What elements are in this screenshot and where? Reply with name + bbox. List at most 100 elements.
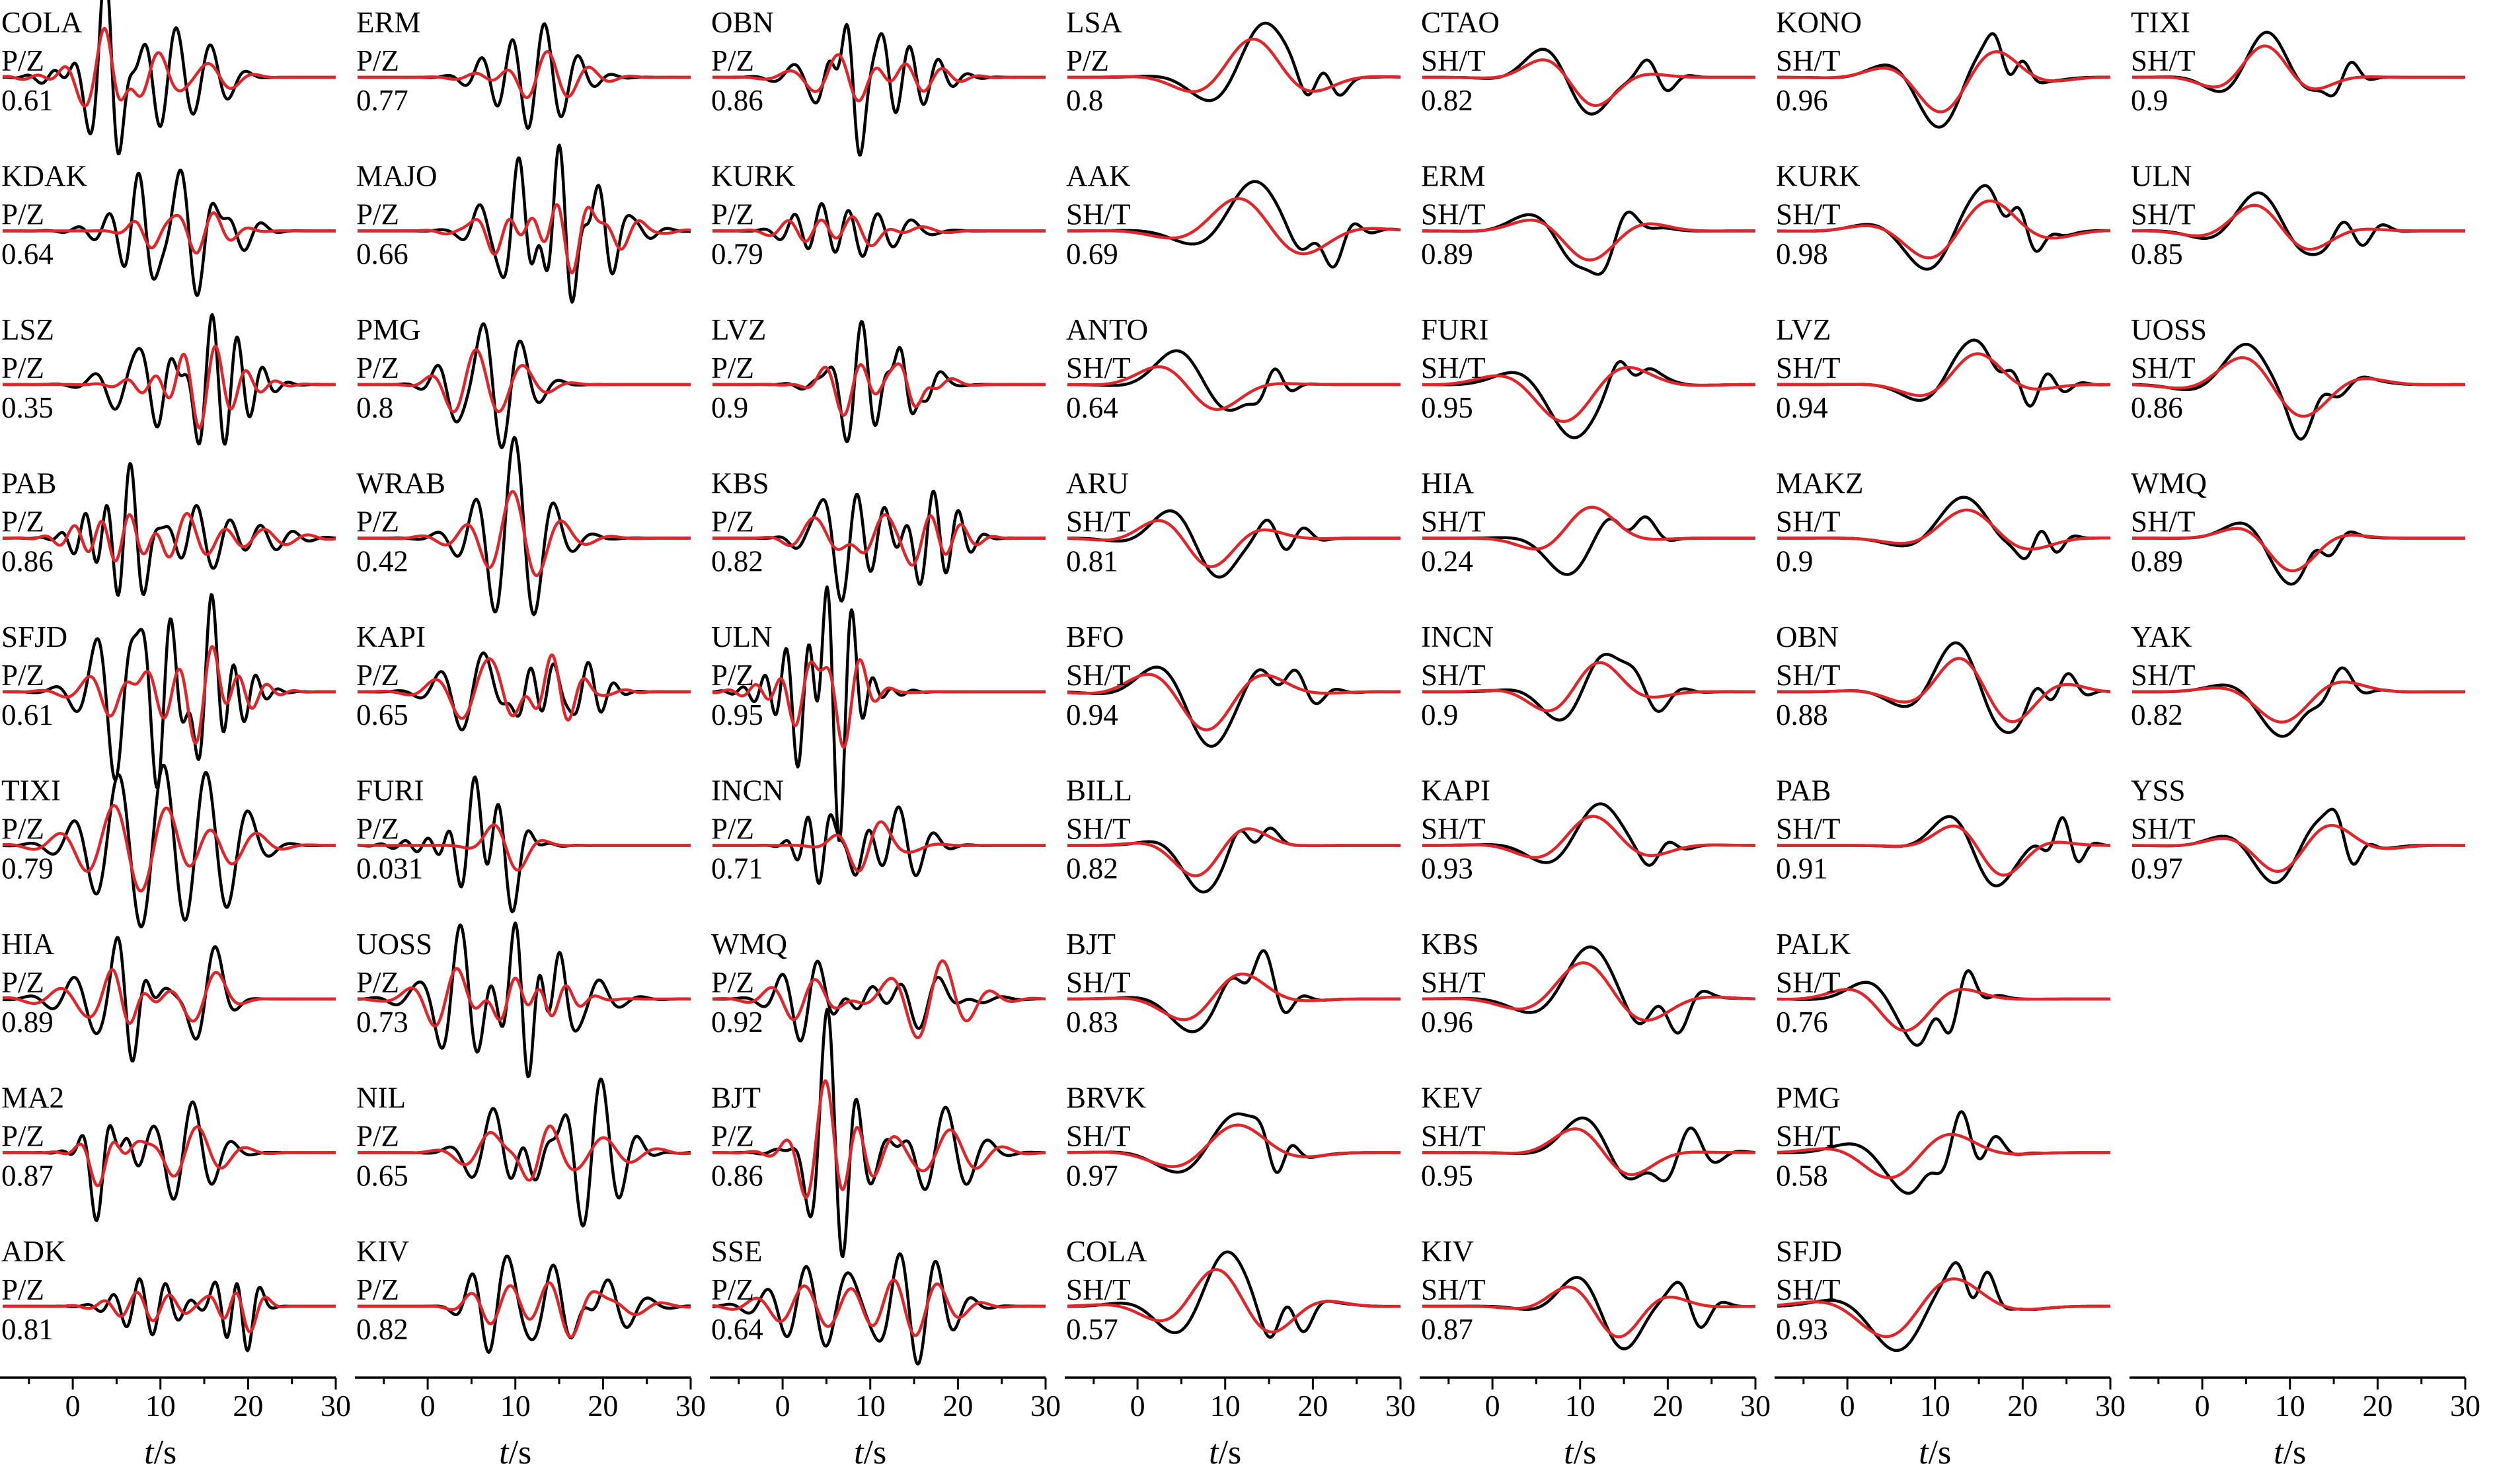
correlation-label: 0.69	[1066, 238, 1118, 271]
waveform-panel: ERM SH/T 0.89	[1421, 160, 1756, 276]
correlation-label: 0.66	[356, 238, 408, 271]
waveform-panel: YSS SH/T 0.97	[2131, 774, 2466, 885]
waveform-panel: ULN P/Z 0.95	[711, 585, 1046, 842]
correlation-label: 0.61	[1, 698, 54, 731]
component-label: SH/T	[1066, 352, 1131, 385]
waveform-panel: LVZ P/Z 0.9	[711, 313, 1046, 443]
station-label: LVZ	[1776, 313, 1831, 346]
station-label: MAKZ	[1776, 467, 1864, 500]
component-label: P/Z	[711, 813, 754, 846]
correlation-label: 0.35	[1, 391, 54, 424]
x-axis: 0 10 20 30 t/s	[1775, 1376, 2126, 1471]
synthetic-waveform	[2131, 680, 2466, 724]
waveform-panel: BJT P/Z 0.86	[711, 1008, 1046, 1259]
correlation-label: 0.65	[356, 698, 408, 731]
correlation-label: 0.97	[1066, 1160, 1118, 1193]
waveform-panel: ULN SH/T 0.85	[2131, 160, 2466, 271]
waveform-panel: WMQ P/Z 0.92	[711, 928, 1046, 1043]
x-tick-label: 20	[1297, 1389, 1328, 1423]
correlation-label: 0.76	[1776, 1006, 1828, 1039]
component-label: SH/T	[2131, 352, 2196, 385]
waveform-panel: MAJO P/Z 0.66	[356, 143, 691, 304]
station-label: ARU	[1066, 467, 1129, 500]
station-label: ADK	[1, 1235, 66, 1268]
x-axis: 0 10 20 30 t/s	[355, 1376, 706, 1471]
x-axis-label: t/s	[1209, 1434, 1241, 1471]
correlation-label: 0.42	[356, 545, 408, 578]
synthetic-waveform	[357, 1281, 691, 1339]
component-label: P/Z	[356, 505, 399, 538]
station-label: ERM	[1421, 160, 1486, 193]
station-label: TIXI	[1, 774, 61, 807]
waveform-panel: ANTO SH/T 0.64	[1066, 313, 1401, 424]
correlation-label: 0.94	[1066, 698, 1118, 731]
correlation-label: 0.86	[711, 1160, 763, 1193]
component-label: P/Z	[711, 198, 754, 231]
x-tick-label: 0	[2195, 1389, 2210, 1423]
waveform-panel: SFJD SH/T 0.93	[1776, 1235, 2111, 1353]
correlation-label: 0.86	[2131, 391, 2183, 424]
waveform-panel: KAPI SH/T 0.93	[1421, 774, 1756, 885]
station-label: ULN	[711, 620, 772, 653]
synthetic-waveform	[1777, 508, 2111, 551]
component-label: SH/T	[1066, 659, 1131, 692]
station-label: KIV	[1421, 1235, 1474, 1268]
x-tick-label: 20	[1652, 1389, 1683, 1423]
x-tick-label: 10	[1920, 1389, 1950, 1423]
x-tick-label: 30	[1385, 1389, 1416, 1423]
correlation-label: 0.93	[1776, 1313, 1828, 1346]
station-label: KIV	[356, 1235, 409, 1268]
synthetic-waveform	[1422, 365, 1756, 424]
waveform-panel: KONO SH/T 0.96	[1776, 6, 2111, 129]
station-label: HIA	[1421, 467, 1474, 500]
component-label: SH/T	[1776, 813, 1841, 846]
correlation-label: 0.65	[356, 1160, 408, 1193]
x-tick-label: 10	[500, 1389, 531, 1423]
component-label: P/Z	[1, 659, 44, 692]
synthetic-waveform	[2131, 527, 2466, 573]
synthetic-waveform	[1777, 988, 2111, 1032]
observed-waveform	[2, 593, 336, 790]
correlation-label: 0.64	[1, 238, 54, 271]
x-tick-label: 10	[2275, 1389, 2305, 1423]
station-label: WRAB	[356, 467, 445, 500]
waveform-panel: CTAO SH/T 0.82	[1421, 6, 1756, 117]
waveform-panel: KEV SH/T 0.95	[1421, 1082, 1756, 1193]
x-axis: 0 10 20 30 t/s	[0, 1376, 351, 1471]
waveform-panel: COLA P/Z 0.61	[1, 0, 336, 156]
x-tick-label: 30	[675, 1389, 706, 1423]
correlation-label: 0.79	[1, 852, 54, 885]
correlation-label: 0.24	[1421, 545, 1473, 578]
synthetic-waveform	[712, 53, 1046, 102]
station-label: UOSS	[356, 928, 432, 961]
component-label: SH/T	[1776, 505, 1841, 538]
synthetic-waveform	[357, 1124, 691, 1182]
synthetic-waveform	[2, 26, 336, 108]
x-tick-label: 30	[321, 1389, 351, 1423]
station-label: CTAO	[1421, 6, 1500, 39]
correlation-label: 0.87	[1, 1160, 54, 1193]
station-label: LSA	[1066, 6, 1123, 39]
station-label: PALK	[1776, 928, 1851, 961]
station-label: KURK	[711, 160, 796, 193]
synthetic-waveform	[1067, 37, 1401, 94]
component-label: SH/T	[1066, 1273, 1131, 1306]
x-tick-label: 10	[145, 1389, 176, 1423]
waveform-panel: KAPI P/Z 0.65	[356, 620, 691, 731]
station-label: PAB	[1, 467, 56, 500]
component-label: P/Z	[711, 505, 754, 538]
correlation-label: 0.92	[711, 1006, 763, 1039]
x-tick-label: 20	[2007, 1389, 2038, 1423]
waveform-panel: SFJD P/Z 0.61	[1, 593, 336, 790]
station-label: KBS	[711, 467, 769, 500]
synthetic-waveform	[712, 959, 1046, 1039]
correlation-label: 0.8	[356, 391, 393, 424]
correlation-label: 0.81	[1066, 545, 1118, 578]
correlation-label: 0.64	[1066, 391, 1118, 424]
station-label: BJT	[1066, 928, 1116, 961]
waveform-panel: PMG P/Z 0.8	[356, 313, 691, 449]
x-tick-label: 10	[1210, 1389, 1241, 1423]
correlation-label: 0.83	[1066, 1006, 1118, 1039]
synthetic-waveform	[1422, 961, 1756, 1022]
component-label: SH/T	[1776, 198, 1841, 231]
